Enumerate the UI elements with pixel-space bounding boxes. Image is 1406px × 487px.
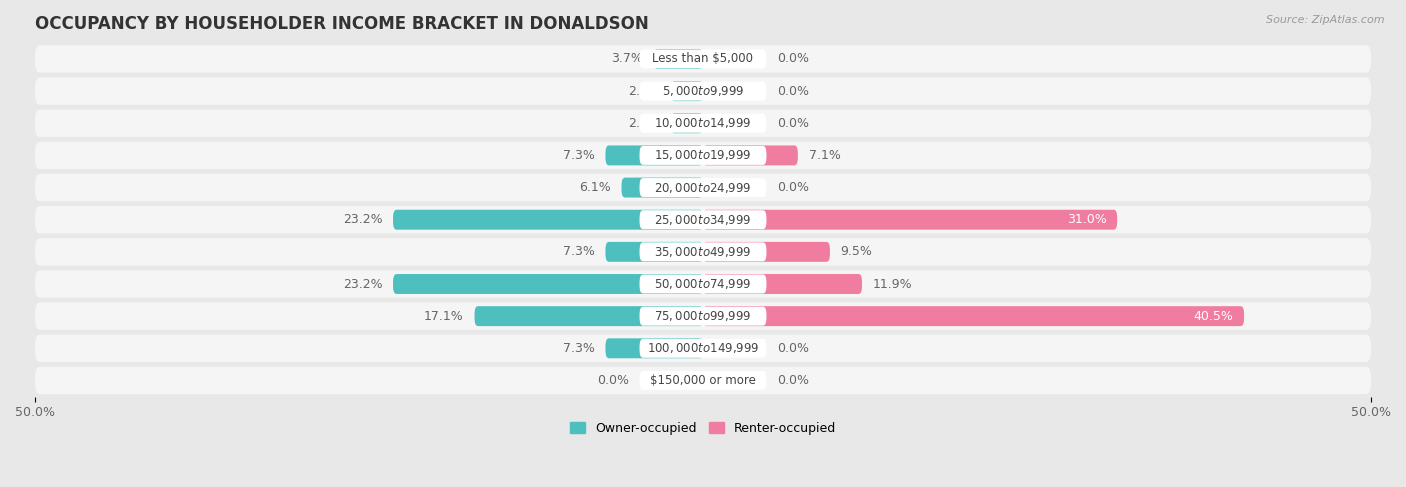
Text: $25,000 to $34,999: $25,000 to $34,999 (654, 213, 752, 227)
FancyBboxPatch shape (35, 367, 1371, 394)
Text: $150,000 or more: $150,000 or more (650, 374, 756, 387)
FancyBboxPatch shape (35, 174, 1371, 201)
FancyBboxPatch shape (35, 45, 1371, 73)
Text: 7.1%: 7.1% (808, 149, 841, 162)
FancyBboxPatch shape (606, 338, 703, 358)
FancyBboxPatch shape (606, 146, 703, 166)
FancyBboxPatch shape (640, 339, 766, 358)
Text: Source: ZipAtlas.com: Source: ZipAtlas.com (1267, 15, 1385, 25)
Text: 23.2%: 23.2% (343, 213, 382, 226)
FancyBboxPatch shape (703, 146, 797, 166)
Text: 3.7%: 3.7% (612, 53, 643, 65)
FancyBboxPatch shape (640, 82, 766, 101)
Text: 2.4%: 2.4% (628, 117, 661, 130)
FancyBboxPatch shape (640, 178, 766, 197)
Text: $15,000 to $19,999: $15,000 to $19,999 (654, 149, 752, 162)
Text: 2.4%: 2.4% (628, 85, 661, 97)
Text: 0.0%: 0.0% (778, 117, 808, 130)
FancyBboxPatch shape (394, 274, 703, 294)
FancyBboxPatch shape (35, 206, 1371, 233)
Text: $10,000 to $14,999: $10,000 to $14,999 (654, 116, 752, 130)
Text: $5,000 to $9,999: $5,000 to $9,999 (662, 84, 744, 98)
FancyBboxPatch shape (35, 302, 1371, 330)
Text: 23.2%: 23.2% (343, 278, 382, 291)
FancyBboxPatch shape (703, 210, 1118, 230)
FancyBboxPatch shape (35, 270, 1371, 298)
FancyBboxPatch shape (640, 243, 766, 262)
Text: $75,000 to $99,999: $75,000 to $99,999 (654, 309, 752, 323)
Text: 7.3%: 7.3% (562, 245, 595, 259)
FancyBboxPatch shape (640, 210, 766, 229)
Text: 11.9%: 11.9% (873, 278, 912, 291)
Text: 17.1%: 17.1% (425, 310, 464, 323)
Legend: Owner-occupied, Renter-occupied: Owner-occupied, Renter-occupied (565, 417, 841, 440)
FancyBboxPatch shape (35, 77, 1371, 105)
Text: 7.3%: 7.3% (562, 342, 595, 355)
Text: Less than $5,000: Less than $5,000 (652, 53, 754, 65)
Text: $50,000 to $74,999: $50,000 to $74,999 (654, 277, 752, 291)
FancyBboxPatch shape (671, 81, 703, 101)
FancyBboxPatch shape (640, 275, 766, 294)
Text: 9.5%: 9.5% (841, 245, 873, 259)
FancyBboxPatch shape (654, 49, 703, 69)
FancyBboxPatch shape (35, 238, 1371, 265)
FancyBboxPatch shape (35, 335, 1371, 362)
Text: 7.3%: 7.3% (562, 149, 595, 162)
FancyBboxPatch shape (606, 242, 703, 262)
FancyBboxPatch shape (640, 50, 766, 69)
Text: OCCUPANCY BY HOUSEHOLDER INCOME BRACKET IN DONALDSON: OCCUPANCY BY HOUSEHOLDER INCOME BRACKET … (35, 15, 648, 33)
FancyBboxPatch shape (640, 114, 766, 133)
Text: 0.0%: 0.0% (778, 374, 808, 387)
FancyBboxPatch shape (621, 178, 703, 198)
FancyBboxPatch shape (35, 110, 1371, 137)
Text: 40.5%: 40.5% (1194, 310, 1233, 323)
FancyBboxPatch shape (703, 274, 862, 294)
Text: 0.0%: 0.0% (778, 181, 808, 194)
FancyBboxPatch shape (640, 307, 766, 326)
Text: 0.0%: 0.0% (778, 85, 808, 97)
FancyBboxPatch shape (35, 142, 1371, 169)
Text: 0.0%: 0.0% (598, 374, 628, 387)
FancyBboxPatch shape (394, 210, 703, 230)
Text: $100,000 to $149,999: $100,000 to $149,999 (647, 341, 759, 356)
FancyBboxPatch shape (703, 306, 1244, 326)
FancyBboxPatch shape (703, 242, 830, 262)
FancyBboxPatch shape (671, 113, 703, 133)
FancyBboxPatch shape (640, 371, 766, 390)
FancyBboxPatch shape (475, 306, 703, 326)
Text: $20,000 to $24,999: $20,000 to $24,999 (654, 181, 752, 195)
Text: 0.0%: 0.0% (778, 342, 808, 355)
Text: $35,000 to $49,999: $35,000 to $49,999 (654, 245, 752, 259)
Text: 6.1%: 6.1% (579, 181, 610, 194)
Text: 0.0%: 0.0% (778, 53, 808, 65)
Text: 31.0%: 31.0% (1067, 213, 1107, 226)
FancyBboxPatch shape (640, 146, 766, 165)
